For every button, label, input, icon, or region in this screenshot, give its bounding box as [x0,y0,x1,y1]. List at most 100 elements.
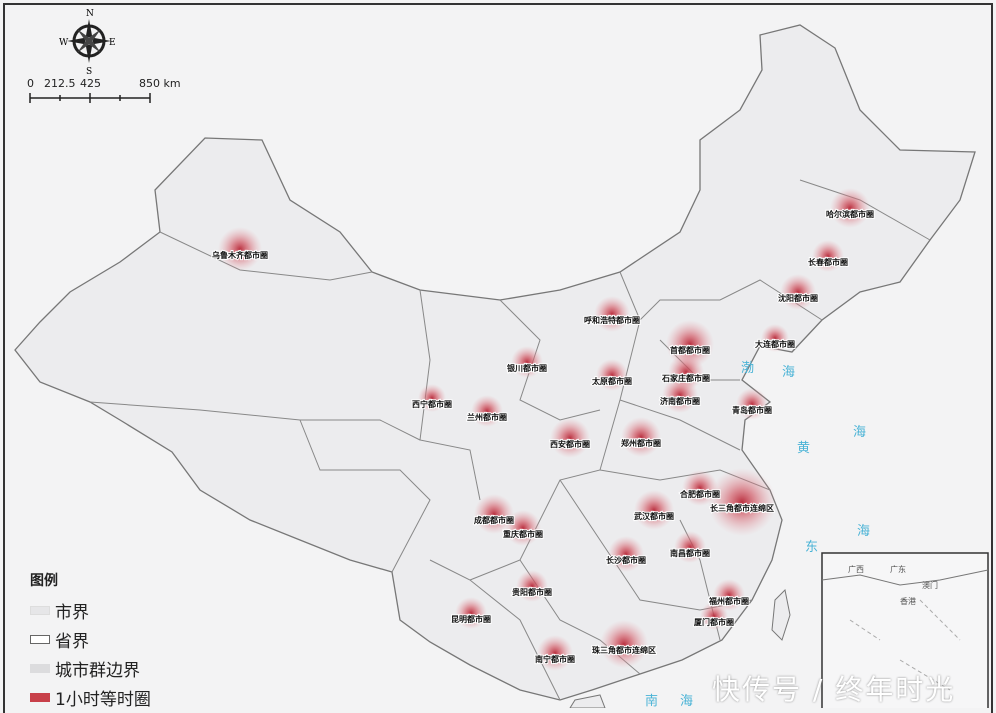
metro-label: 厦门都市圈 [694,617,734,627]
legend-item-cluster-boundary: 城市群边界 [30,654,151,683]
metro-label: 福州都市圈 [708,596,749,606]
legend-swatch [30,635,50,644]
map-frame [3,3,993,713]
metro-label: 沈阳都市圈 [778,293,818,303]
inset-label: 澳门 [922,580,938,590]
metro-label: 珠三角都市连绵区 [592,645,656,655]
isochrone-area [662,377,698,413]
inset-map: 广西 广东 澳门 香港 [821,552,989,708]
scale-label: 425 [80,77,101,90]
legend-swatch [30,693,50,702]
scale-label: 850 km [139,77,181,90]
isochrone-area [455,597,487,629]
isochrone-area [418,384,446,412]
isochrone-area [674,531,706,563]
legend: 图例 市界 省界 城市群边界 1小时等时圈 [30,570,151,712]
legend-item-province-boundary: 省界 [30,625,151,654]
isochrone-area [505,510,541,546]
isochrone-area [596,359,628,391]
inset-label: 香港 [900,596,916,606]
legend-item-city-boundary: 市界 [30,596,151,625]
isochrone-area [550,418,590,458]
sea-label: 南 [645,693,658,708]
inset-label: 广西 [848,564,864,574]
metro-label: 青岛都市圈 [732,405,772,415]
province-borders [89,179,931,701]
metro-label: 成都都市圈 [474,515,514,525]
legend-item-isochrone: 1小时等时圈 [30,683,151,712]
sea-label: 渤 [741,360,754,376]
inset-label: 广东 [890,564,906,574]
sea-label: 海 [680,694,693,708]
scale-bar [29,93,151,103]
scale-labels: 0 212.5 425 850 km [27,77,181,90]
metro-label: 昆明都市圈 [451,614,491,624]
sea-label: 东 [805,540,818,555]
metro-label: 乌鲁木齐都市圈 [212,250,268,260]
compass-w: W [59,38,69,48]
metro-label: 太原都市圈 [591,376,632,386]
sea-label: 海 [857,524,870,539]
metro-label: 长沙都市圈 [606,555,646,565]
legend-label: 市界 [55,603,89,623]
watermark: 快传号 / 终年时光 [712,673,956,706]
metro-label: 长春都市圈 [808,257,848,267]
metro-label: 郑州都市圈 [621,438,661,448]
metro-label: 长三角都市连绵区 [710,503,774,513]
isochrone-area [812,240,844,272]
isochrone-area [713,579,745,611]
isochrone-area [511,346,543,378]
legend-swatch [30,606,50,615]
metro-label: 济南都市圈 [660,396,700,406]
scale-label: 0 [27,77,34,90]
sea-label: 海 [782,365,795,380]
metro-label: 武汉都市圈 [634,511,674,521]
isochrone-area [736,388,768,420]
legend-label: 1小时等时圈 [55,690,151,710]
isochrone-area [474,494,514,534]
metro-label: 呼和浩特都市圈 [584,315,640,325]
legend-label: 省界 [55,632,89,652]
metro-label: 首都都市圈 [670,345,710,355]
metro-label: 合肥都市圈 [679,489,720,499]
isochrone-area [830,188,870,228]
isochrone-area [761,324,789,352]
compass-e: E [109,38,116,48]
metro-label: 哈尔滨都市圈 [826,209,874,219]
compass-rose: N S E W [59,9,116,77]
metro-label: 西安都市圈 [550,439,590,449]
metro-label: 大连都市圈 [755,339,795,349]
isochrone-area [600,620,648,668]
sea-label: 海 [853,425,866,440]
metro-label: 南昌都市圈 [670,548,710,558]
isochrone-area [594,296,630,332]
isochrone-area [700,602,728,630]
metro-label: 南宁都市圈 [535,654,575,664]
legend-title: 图例 [30,573,58,589]
sea-label: 黄 [797,441,810,456]
taiwan-island [771,588,791,641]
isochrone-area [780,274,816,310]
isochrone-area [708,468,776,536]
isochrone-area [621,417,661,457]
isochrone-area [634,490,674,530]
isochrone-area [608,536,644,572]
compass-s: S [86,67,92,77]
scale-label: 212.5 [44,77,76,90]
compass-n: N [86,9,94,19]
metro-label: 银川都市圈 [506,363,547,373]
metro-label: 贵阳都市圈 [512,587,552,597]
hainan-island [569,694,606,708]
isochrone-area [537,635,573,671]
isochrone-area [471,395,503,427]
legend-label: 城市群边界 [55,661,140,681]
isochrone-area [218,227,262,271]
metro-label: 重庆都市圈 [503,529,543,539]
isochrone-area [516,570,548,602]
metro-label: 兰州都市圈 [467,412,507,422]
legend-swatch [30,664,50,673]
metro-label: 石家庄都市圈 [661,373,710,383]
metro-label: 西宁都市圈 [412,399,452,409]
